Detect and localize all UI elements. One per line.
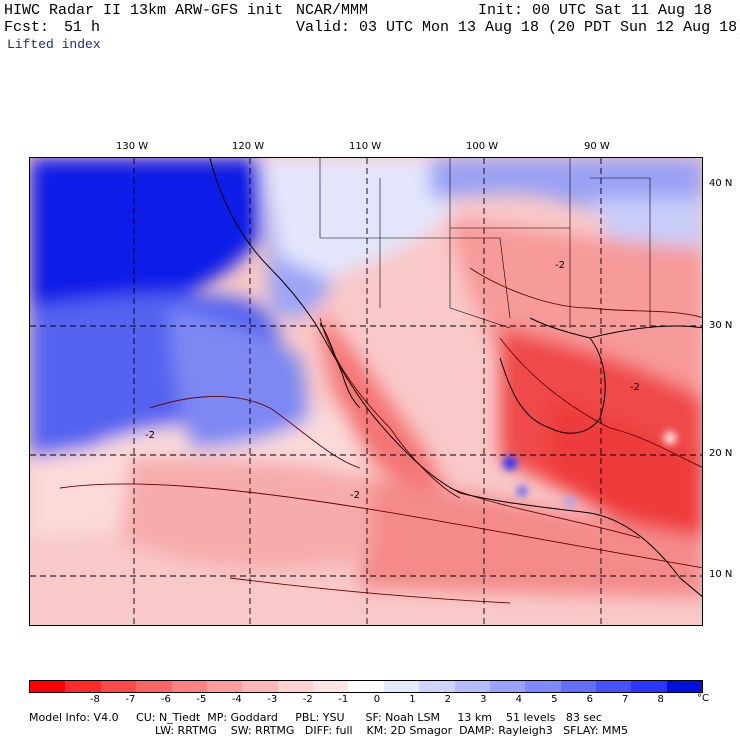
plot-title: HIWC Radar II 13km ARW-GFS init [4, 2, 284, 19]
forecast-label: Fcst: [4, 19, 50, 36]
colorbar-tick-label: -7 [125, 694, 136, 705]
colorbar-tick-label: -4 [231, 694, 242, 705]
colorbar-swatch [560, 681, 596, 692]
colorbar-swatch [419, 681, 455, 692]
colorbar-swatch [383, 681, 420, 692]
colorbar-unit: °C [697, 693, 709, 704]
colorbar-swatch [666, 681, 703, 692]
colorbar-tick-label: 3 [480, 694, 487, 705]
colorbar-tick-label: -3 [267, 694, 278, 705]
contour-label: -2 [630, 382, 640, 393]
lat-label-40n: 40 N [709, 178, 733, 189]
colorbar-tick-label: 2 [444, 694, 452, 705]
contour-label-group: -2 -2 -2 -2 [145, 260, 640, 501]
colorbar-swatch [596, 681, 632, 692]
colorbar-swatch [277, 681, 313, 692]
colorbar-tick-label: -8 [89, 694, 100, 705]
colorbar-tick-label: 8 [657, 694, 664, 705]
colorbar-swatch [65, 681, 101, 692]
colorbar [29, 680, 703, 693]
colorbar-tick-label: 6 [586, 694, 593, 705]
colorbar-swatch [242, 681, 278, 692]
lon-label-110w: 110 W [349, 141, 382, 152]
stable-spots [503, 432, 676, 507]
colorbar-tick-label: 1 [409, 694, 416, 705]
lifted-index-map: -2 -2 -2 -2 [29, 157, 703, 626]
lat-label-10n: 10 N [709, 569, 733, 580]
lon-label-100w: 100 W [466, 141, 499, 152]
colorbar-swatch [313, 681, 349, 692]
valid-time: Valid: 03 UTC Mon 13 Aug 18 (20 PDT Sun … [296, 19, 740, 36]
colorbar-tick-label: -6 [160, 694, 171, 705]
model-info-line1: Model Info: V4.0 CU: N_Tiedt MP: Goddard… [29, 711, 602, 724]
lon-label-130w: 130 W [116, 141, 149, 152]
colorbar-tick-label: -5 [196, 694, 207, 705]
lon-label-120w: 120 W [232, 141, 265, 152]
lat-lon-grid [30, 158, 702, 625]
colorbar-tick-label: -1 [338, 694, 349, 705]
colorbar-tick-label: -2 [302, 694, 313, 705]
colorbar-swatch [100, 681, 137, 692]
colorbar-swatch [171, 681, 207, 692]
institution-label: NCAR/MMM [296, 2, 369, 19]
init-time: Init: 00 UTC Sat 11 Aug 18 [478, 2, 713, 19]
colorbar-swatch [30, 681, 66, 692]
political-borders [319, 158, 651, 329]
colorbar-tick-label: 4 [515, 694, 522, 705]
field-name: Lifted index [7, 37, 101, 52]
colorbar-swatch [489, 681, 526, 692]
colorbar-tick-label: 7 [622, 694, 629, 705]
contour-label: -2 [145, 430, 155, 441]
colorbar-tick-label: 5 [551, 694, 558, 705]
forecast-hour: 51 h [64, 19, 101, 36]
contour-label: -2 [350, 490, 360, 501]
colorbar-swatch [631, 681, 667, 692]
colorbar-swatch [206, 681, 243, 692]
colorbar-swatch [525, 681, 561, 692]
lat-label-20n: 20 N [709, 448, 733, 459]
colorbar-swatch [348, 681, 384, 692]
model-info-line2: LW: RRTMG SW: RRTMG DIFF: full KM: 2D Sm… [155, 724, 628, 737]
contour-label: -2 [555, 260, 565, 271]
map-canvas: -2 -2 -2 -2 [30, 158, 702, 625]
colorbar-swatch [454, 681, 490, 692]
colorbar-swatch [136, 681, 172, 692]
lon-label-90w: 90 W [584, 141, 610, 152]
lat-label-30n: 30 N [709, 320, 733, 331]
colorbar-tick-label: 0 [373, 694, 381, 705]
